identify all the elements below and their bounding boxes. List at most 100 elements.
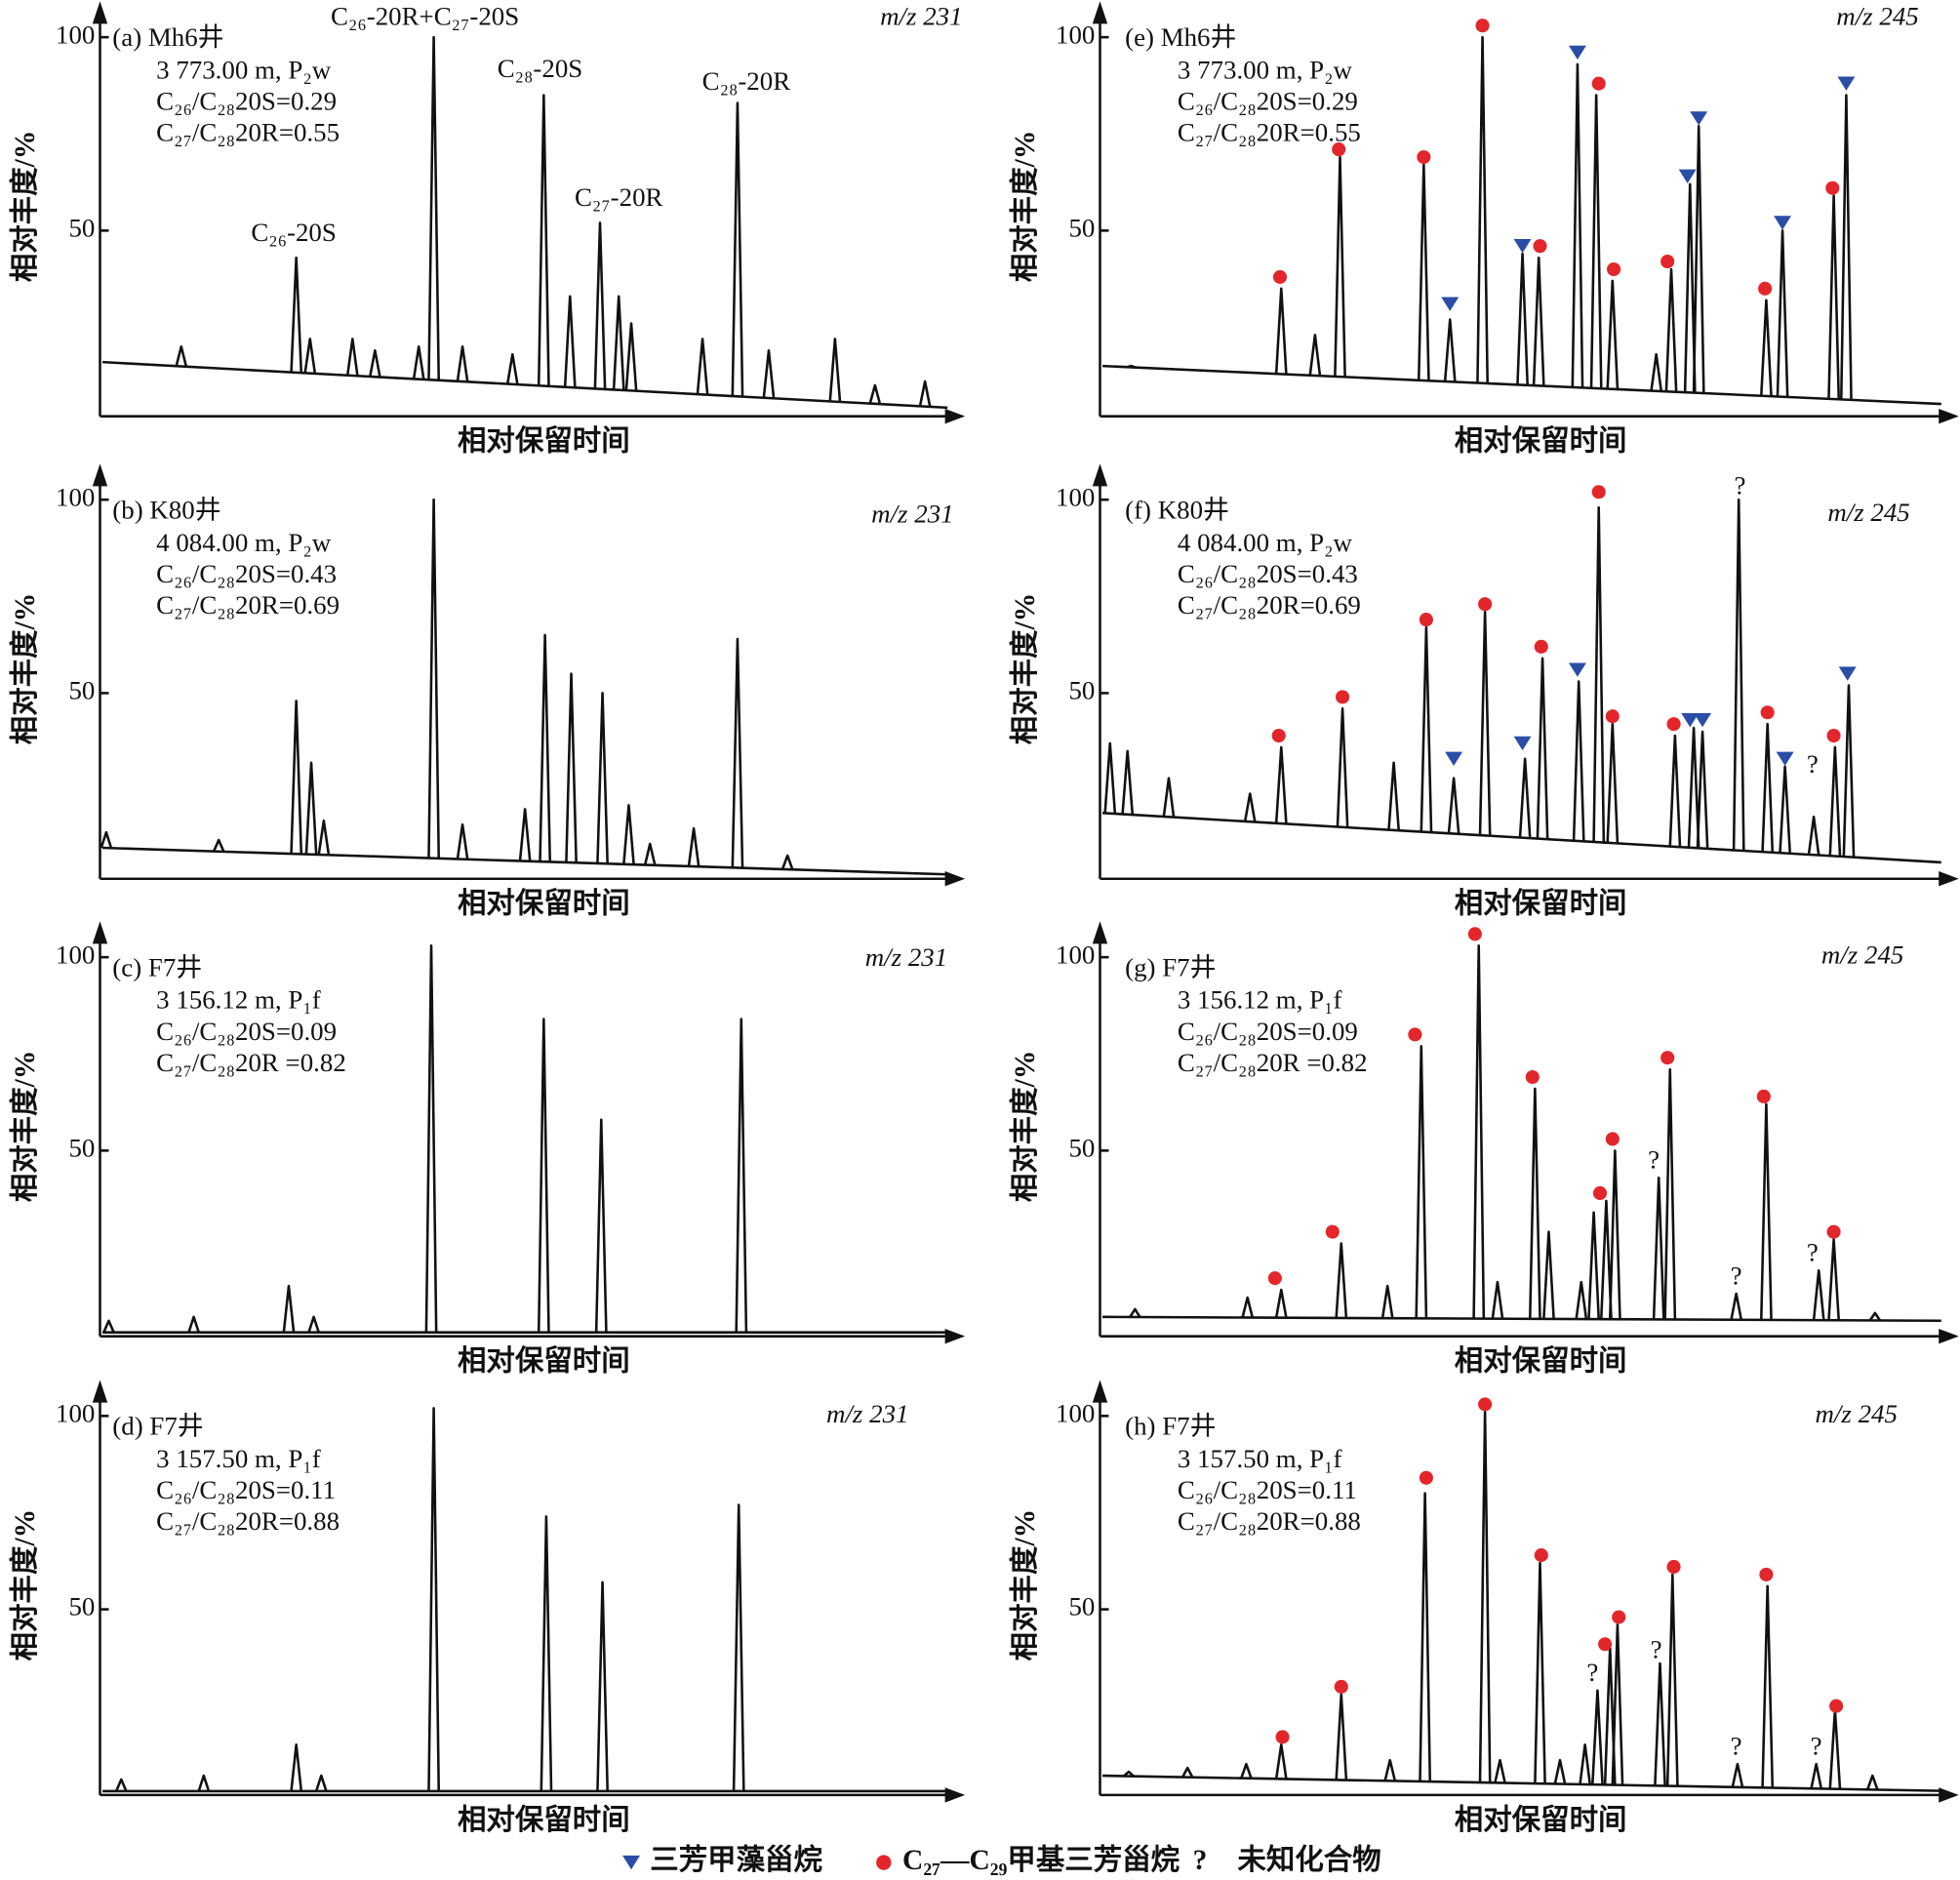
dot-marker <box>1826 728 1841 743</box>
peak-annotation: C₂₆-20R+C₂₇-20S <box>331 1 519 30</box>
peak <box>1827 1238 1840 1321</box>
peak-annotation: C₂₈-20R <box>702 66 791 96</box>
peak <box>456 345 469 382</box>
peak <box>1587 1211 1600 1320</box>
x-axis-label: 相对保留时间 <box>1455 888 1627 920</box>
peak <box>345 338 359 377</box>
ion-label: m/z 245 <box>1816 1399 1898 1428</box>
peak <box>1731 1762 1744 1788</box>
peak <box>1274 1288 1288 1318</box>
unknown-marker: ? <box>1735 470 1746 500</box>
peak <box>282 1284 296 1333</box>
panel-label: (f) K80井 <box>1125 495 1229 524</box>
y-tick-label: 50 <box>1068 1592 1095 1621</box>
dot-marker <box>1419 1470 1433 1485</box>
peak <box>1494 1758 1506 1783</box>
baseline <box>1102 364 1941 406</box>
legend-symbol <box>622 1855 640 1870</box>
baseline <box>1101 812 1941 864</box>
y-tick-label: 100 <box>56 482 95 511</box>
panel-info: C₂₆/C₂₈20S=0.09 <box>156 1017 337 1046</box>
y-axis-arrow <box>92 1380 108 1403</box>
peak <box>596 692 609 864</box>
x-axis-label: 相对保留时间 <box>458 1804 630 1836</box>
peak <box>1589 94 1603 389</box>
dot-marker <box>1408 1027 1422 1042</box>
peak <box>612 295 625 391</box>
dot-marker <box>1829 1699 1844 1713</box>
peak <box>1668 734 1682 848</box>
dot-marker <box>1592 1185 1608 1201</box>
triangle-marker <box>1838 666 1857 681</box>
peak <box>412 345 425 380</box>
y-tick-label: 50 <box>1068 214 1095 243</box>
panel-info: 3 156.12 m, P₁f <box>156 985 321 1015</box>
y-axis-arrow <box>92 921 108 944</box>
ion-label: m/z 245 <box>1827 498 1909 527</box>
unknown-marker: ? <box>1731 1731 1742 1760</box>
peak <box>731 637 744 868</box>
dot-marker <box>1475 19 1490 33</box>
peak <box>696 338 709 395</box>
peak <box>1652 1176 1665 1320</box>
peak <box>1240 1762 1253 1780</box>
peak <box>1335 1693 1348 1780</box>
peak <box>197 1774 211 1792</box>
peak <box>1761 1584 1775 1788</box>
peak <box>1591 1689 1604 1785</box>
triangle-marker <box>1513 239 1532 254</box>
peak <box>307 1315 320 1334</box>
panel-info: C₂₇/C₂₈20R =0.82 <box>1178 1048 1368 1077</box>
dot-marker <box>1272 269 1288 284</box>
dot-marker <box>1612 1610 1626 1624</box>
peak <box>540 1515 553 1791</box>
panel-info: 3 773.00 m, P₂w <box>1178 55 1353 84</box>
peak-annotation: C₂₈-20S <box>498 54 582 83</box>
peak <box>456 822 469 860</box>
panel-info: C₂₆/C₂₈20S=0.09 <box>1178 1017 1358 1046</box>
panel-label: (d) F7井 <box>112 1412 203 1441</box>
peak <box>1336 706 1349 828</box>
panel-info: 3 156.12 m, P₁f <box>1178 985 1342 1015</box>
triangle-marker <box>1690 111 1708 126</box>
dot-marker <box>1826 1224 1841 1239</box>
triangle-marker <box>1694 712 1712 728</box>
dot-marker <box>1607 261 1621 277</box>
peak <box>187 1315 200 1334</box>
y-tick-label: 50 <box>1068 676 1095 705</box>
peak <box>1180 1766 1194 1779</box>
peak <box>1730 1292 1743 1321</box>
triangle-marker <box>1441 297 1460 311</box>
x-axis-arrow <box>1939 871 1959 887</box>
peak <box>1571 62 1584 388</box>
peak <box>1308 334 1322 377</box>
peak <box>424 943 438 1333</box>
peak <box>624 322 638 391</box>
y-tick-label: 100 <box>56 1399 95 1428</box>
y-axis-label: 相对丰度/% <box>9 131 41 282</box>
peak <box>303 338 317 375</box>
peak <box>1241 1296 1255 1318</box>
triangle-marker <box>1678 169 1697 184</box>
peak <box>317 819 331 856</box>
dot-marker <box>1267 1271 1282 1286</box>
peak <box>1126 364 1138 370</box>
peak <box>1827 194 1840 400</box>
unknown-marker: ? <box>1648 1144 1660 1174</box>
panel-info: 4 084.00 m, P₂w <box>1178 528 1353 557</box>
y-axis-arrow <box>92 1 108 24</box>
peak <box>1807 816 1820 856</box>
peak <box>1476 35 1489 384</box>
dot-marker <box>1525 1069 1540 1085</box>
x-axis-label: 相对保留时间 <box>458 425 630 458</box>
panel-info: C₂₇/C₂₈20R=0.55 <box>1178 118 1361 147</box>
peak <box>100 830 113 849</box>
dot-marker <box>1591 76 1606 91</box>
peak <box>1575 1280 1588 1320</box>
ion-label: m/z 231 <box>826 1399 908 1428</box>
legend-label: 三芳甲藻甾烷 <box>650 1844 822 1876</box>
peak <box>687 826 700 867</box>
y-axis-arrow <box>1092 1380 1108 1403</box>
peak <box>537 1018 550 1333</box>
